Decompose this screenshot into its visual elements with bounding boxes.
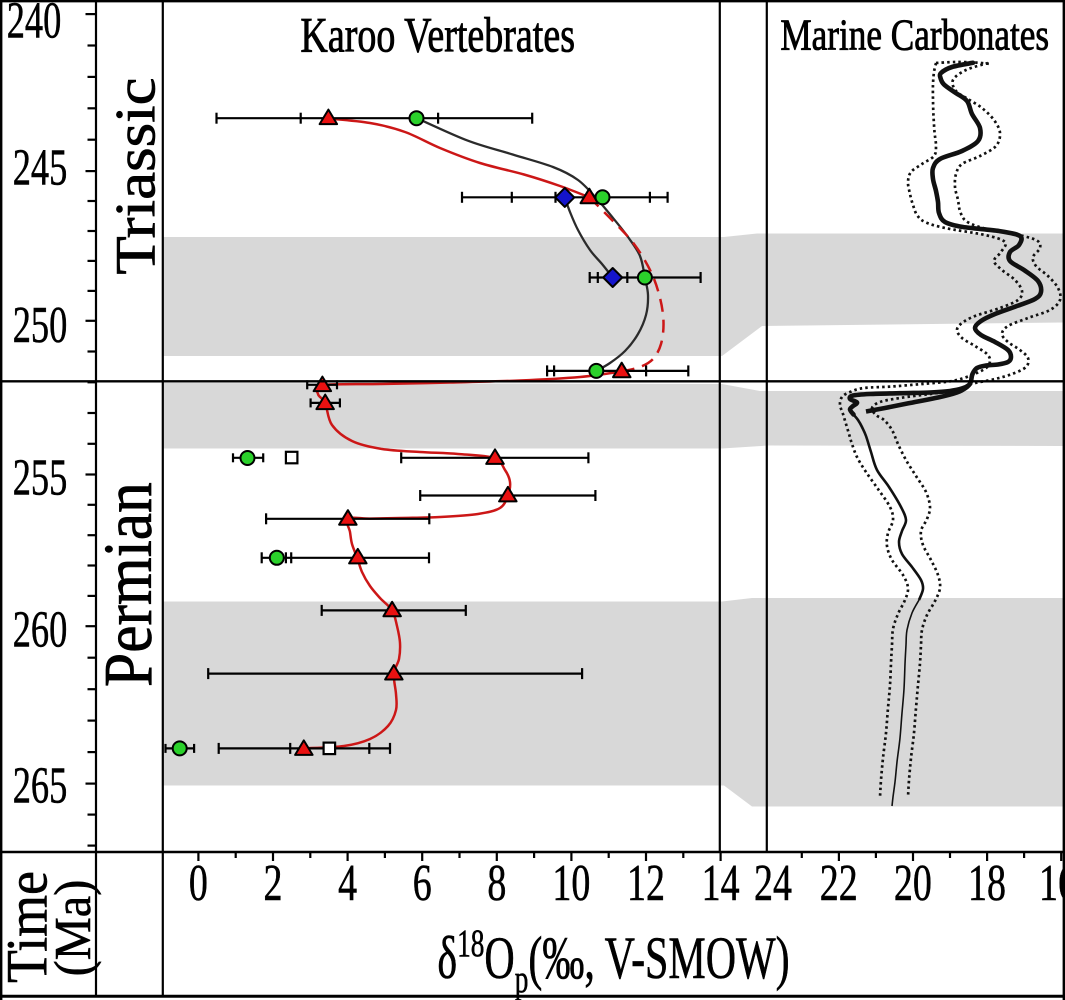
svg-text:10: 10 — [552, 853, 590, 911]
svg-text:0: 0 — [189, 853, 208, 911]
svg-text:260: 260 — [13, 600, 68, 658]
svg-text:(Ma): (Ma) — [43, 880, 101, 977]
svg-text:245: 245 — [13, 138, 68, 196]
svg-text:20: 20 — [894, 853, 932, 911]
svg-text:Permian: Permian — [91, 482, 167, 687]
svg-text:16: 16 — [1039, 853, 1065, 911]
svg-text:8: 8 — [487, 853, 506, 911]
svg-text:Time: Time — [0, 871, 60, 983]
svg-text:255: 255 — [13, 448, 68, 506]
svg-text:Marine Carbonates: Marine Carbonates — [780, 10, 1049, 60]
svg-text:250: 250 — [13, 296, 68, 354]
svg-text:240: 240 — [7, 0, 62, 49]
svg-text:12: 12 — [627, 853, 665, 911]
svg-text:18: 18 — [968, 853, 1006, 911]
svg-text:265: 265 — [13, 756, 68, 814]
svg-text:14: 14 — [702, 853, 740, 911]
svg-text:22: 22 — [820, 853, 858, 911]
svg-text:24: 24 — [754, 853, 792, 911]
svg-text:Triassic: Triassic — [103, 77, 167, 274]
svg-text:δ18Op(‰, V-SMOW): δ18Op(‰, V-SMOW) — [437, 922, 789, 1000]
svg-text:2: 2 — [264, 853, 283, 911]
svg-text:Karoo Vertebrates: Karoo Vertebrates — [300, 7, 575, 63]
svg-text:6: 6 — [413, 853, 432, 911]
svg-text:4: 4 — [338, 853, 357, 911]
